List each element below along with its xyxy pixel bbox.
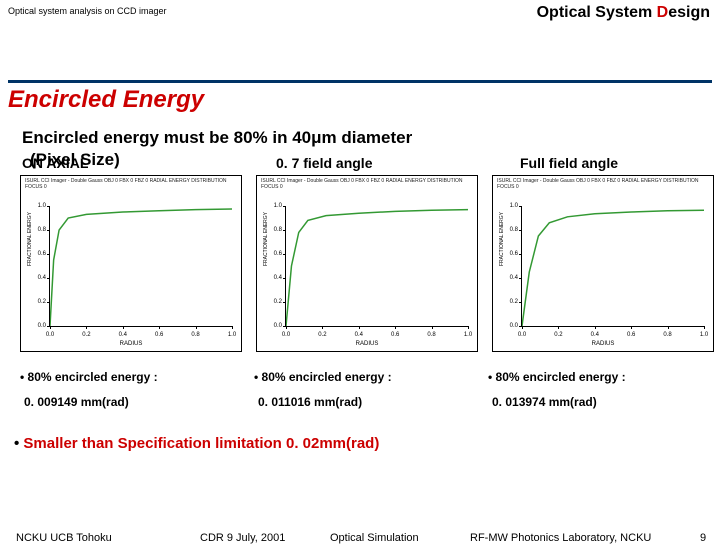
chart-on-axial: ISURL CCI Imager - Double Gauss OBJ 0 FB… [20, 175, 242, 352]
section-title: Encircled Energy [8, 86, 204, 114]
result-value-1: 0. 011016 mm(rad) [254, 395, 474, 409]
header-left-text: Optical system analysis on CCD imager [8, 6, 167, 16]
col-full: Full field angle [520, 155, 618, 171]
col-on-axial: ON AXIAL [22, 155, 88, 171]
result-label-row: • 80% encircled energy : • 80% encircled… [20, 370, 708, 384]
bullet-icon: • [14, 435, 23, 452]
result-label-0: • 80% encircled energy : [20, 370, 240, 384]
header-right-d: D [657, 4, 669, 21]
spec-limit-line: • Smaller than Specification limitation … [14, 435, 379, 452]
spec-line: Encircled energy must be 80% in 40μm dia… [22, 128, 412, 148]
chart-mid-field: ISURL CCI Imager - Double Gauss OBJ 0 FB… [256, 175, 478, 352]
footer-orgs: NCKU UCB Tohoku [16, 532, 112, 544]
result-label-2: • 80% encircled energy : [488, 370, 708, 384]
title-underline [8, 80, 712, 83]
col-mid: 0. 7 field angle [276, 155, 372, 171]
header-right-prefix: Optical System [537, 4, 657, 21]
footer-lab: RF-MW Photonics Laboratory, NCKU [470, 532, 651, 544]
spec-limit-text: Smaller than Specification limitation 0.… [23, 435, 379, 452]
header-right-title: Optical System Design [537, 4, 710, 22]
result-value-row: 0. 009149 mm(rad) 0. 011016 mm(rad) 0. 0… [20, 395, 708, 409]
charts-row: ISURL CCI Imager - Double Gauss OBJ 0 FB… [20, 175, 714, 352]
result-value-2: 0. 013974 mm(rad) [488, 395, 708, 409]
footer-cdr: CDR 9 July, 2001 [200, 532, 285, 544]
result-label-1: • 80% encircled energy : [254, 370, 474, 384]
footer-page: 9 [700, 532, 706, 544]
chart-full-field: ISURL CCI Imager - Double Gauss OBJ 0 FB… [492, 175, 714, 352]
result-value-0: 0. 009149 mm(rad) [20, 395, 240, 409]
header-right-suffix: esign [668, 4, 710, 21]
footer-sim: Optical Simulation [330, 532, 419, 544]
